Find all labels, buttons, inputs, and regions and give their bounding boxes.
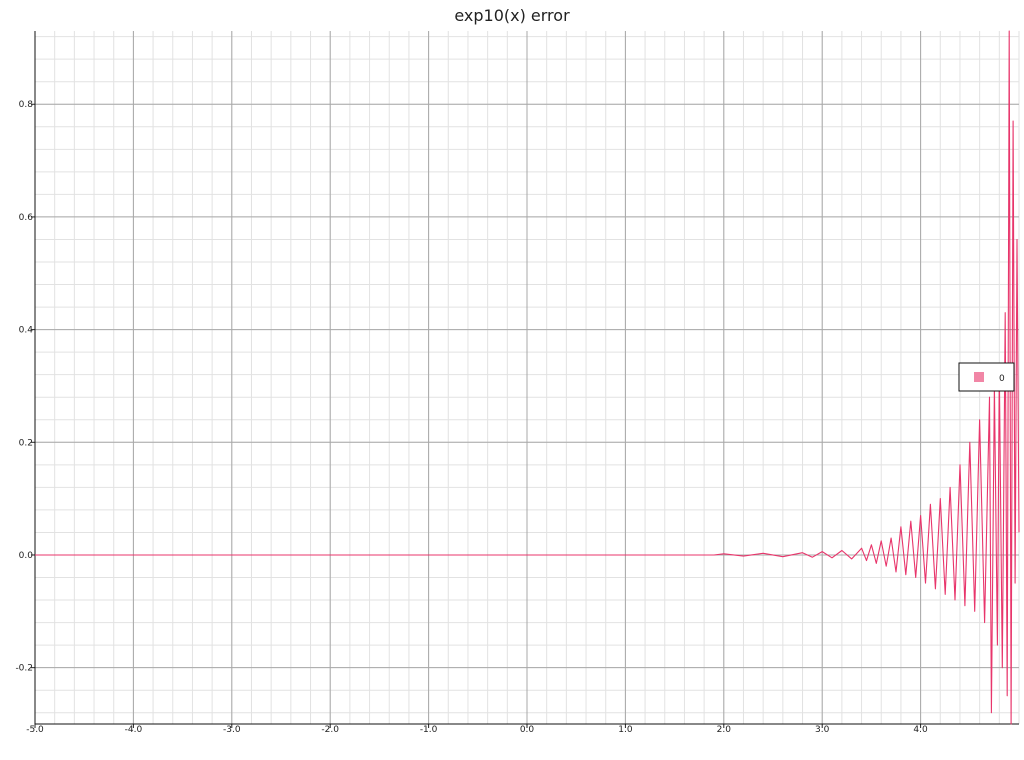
tick-labels: -5.0 -4.0 -3.0 -2.0 -1.0 0.0 1.0 2.0 3.0 4.0 -0.2 0… — [15, 100, 928, 735]
x-tick-label: 2.0 — [717, 725, 732, 735]
y-tick-label: 0.8 — [19, 100, 34, 110]
y-tick-label: 0.0 — [19, 551, 34, 561]
y-tick-label: 0.6 — [19, 213, 34, 223]
x-tick-label: -3.0 — [223, 725, 241, 735]
legend-box — [958, 362, 1015, 392]
x-tick-label: 0.0 — [520, 725, 535, 735]
x-tick-label: -2.0 — [321, 725, 339, 735]
grid-major — [34, 31, 1019, 724]
legend: 0 — [958, 362, 1015, 392]
legend-swatch — [974, 372, 984, 382]
x-tick-label: 4.0 — [913, 725, 928, 735]
y-tick-label: -0.2 — [15, 664, 33, 674]
x-tick-label: -4.0 — [125, 725, 143, 735]
axes — [31, 31, 1019, 728]
legend-label: 0 — [999, 374, 1005, 384]
x-tick-label: -1.0 — [420, 725, 438, 735]
x-tick-label: 3.0 — [815, 725, 830, 735]
x-tick-label: -5.0 — [26, 725, 44, 735]
y-tick-label: 0.4 — [19, 326, 34, 336]
y-tick-label: 0.2 — [19, 438, 33, 448]
chart-title: exp10(x) error — [454, 6, 570, 25]
x-tick-label: 1.0 — [618, 725, 633, 735]
